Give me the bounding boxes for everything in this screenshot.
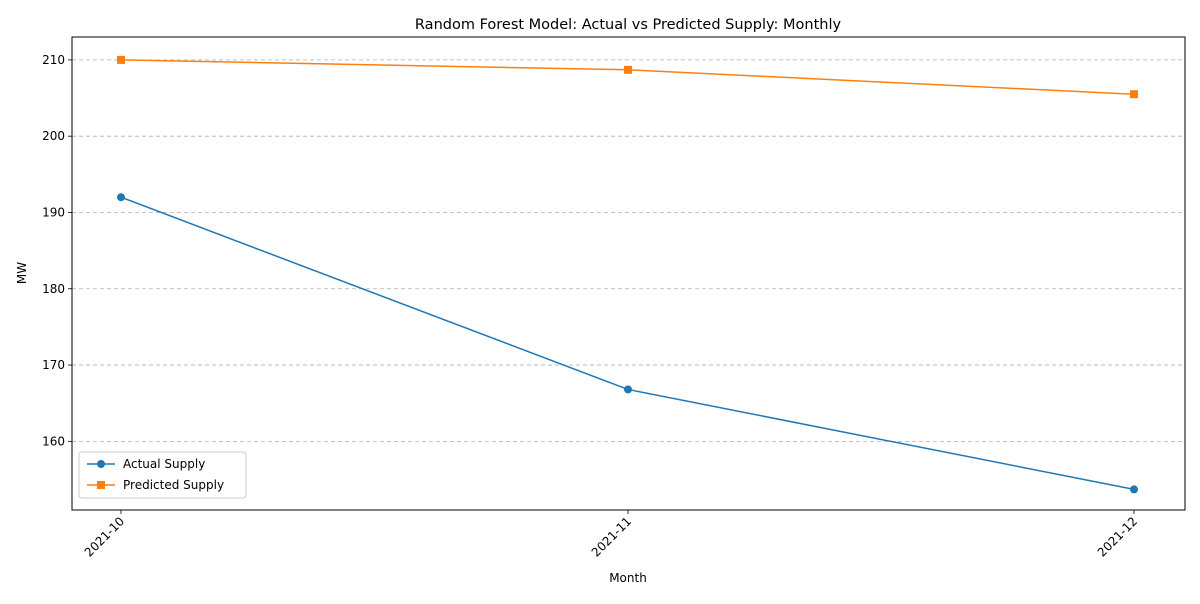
legend-marker-square [97, 481, 105, 489]
x-tick-label: 2021-12 [1095, 514, 1140, 559]
legend-marker-circle [97, 460, 105, 468]
x-axis-label: Month [609, 571, 647, 585]
x-tick-label: 2021-11 [589, 514, 634, 559]
legend: Actual Supply Predicted Supply [78, 451, 247, 499]
y-tick-label: 160 [42, 434, 65, 448]
series-line-actual [120, 196, 1135, 491]
data-point-predicted [117, 55, 125, 64]
series-layer [117, 55, 1138, 494]
legend-entry-label: Predicted Supply [123, 478, 224, 492]
data-point-predicted [1130, 90, 1138, 99]
data-point-actual [117, 193, 125, 202]
y-tick-label: 210 [42, 53, 65, 67]
y-axis-label: MW [15, 262, 29, 284]
y-tick-label: 180 [42, 282, 65, 296]
x-tick-label: 2021-10 [82, 514, 127, 559]
grid-layer [72, 59, 1185, 442]
chart-title: Random Forest Model: Actual vs Predicted… [415, 17, 842, 33]
legend-entry-label: Actual Supply [123, 457, 205, 471]
plot-frame [71, 36, 1186, 511]
y-tick-label: 200 [42, 129, 65, 143]
legend-box [78, 451, 247, 499]
y-tick-label: 170 [42, 358, 65, 372]
data-point-actual [1130, 485, 1138, 494]
data-point-actual [624, 385, 632, 394]
data-point-predicted [624, 65, 632, 74]
y-tick-label: 190 [42, 205, 65, 219]
series-line-predicted [120, 59, 1135, 95]
